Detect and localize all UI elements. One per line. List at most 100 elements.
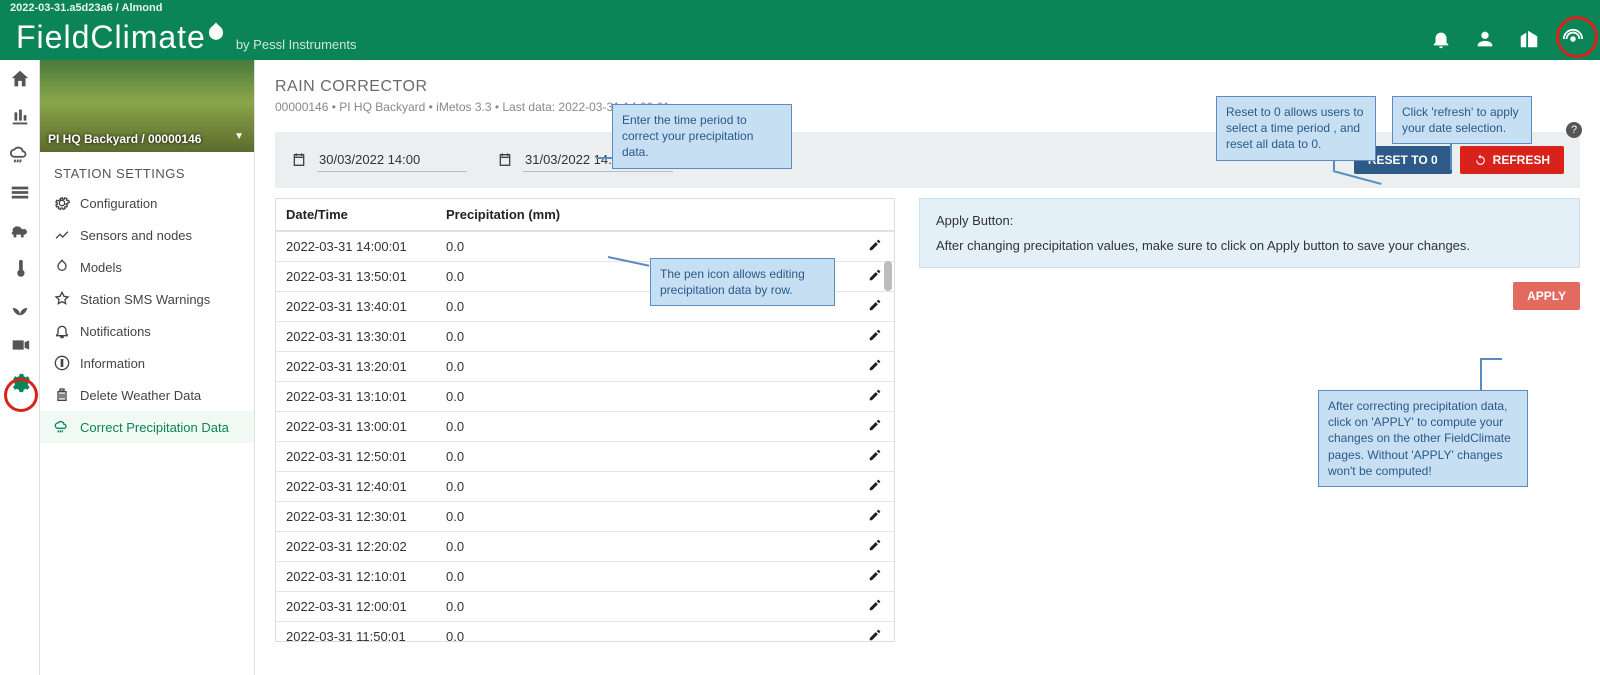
cell-datetime: 2022-03-31 12:20:02	[276, 532, 436, 562]
cell-datetime: 2022-03-31 13:00:01	[276, 412, 436, 442]
scrollbar-thumb[interactable]	[884, 261, 892, 291]
callout-dateperiod: Enter the time period to correct your pr…	[612, 104, 792, 169]
refresh-icon	[1474, 154, 1487, 167]
cell-datetime: 2022-03-31 13:40:01	[276, 292, 436, 322]
menu-item-sensors-and-nodes[interactable]: Sensors and nodes	[40, 219, 254, 251]
edit-icon[interactable]	[868, 328, 882, 342]
toolbar: RESET TO 0 REFRESH ?	[275, 132, 1580, 188]
table-row: 2022-03-31 13:00:010.0	[276, 412, 894, 442]
callout-refresh: Click 'refresh' to apply your date selec…	[1392, 96, 1532, 144]
topbar: 2022-03-31.a5d23a6 / Almond FieldClimate…	[0, 0, 1600, 60]
cell-precip: 0.0	[436, 472, 858, 502]
user-icon[interactable]	[1474, 28, 1496, 50]
table-row: 2022-03-31 13:30:010.0	[276, 322, 894, 352]
edit-icon[interactable]	[868, 388, 882, 402]
menu-icon	[54, 195, 70, 211]
cell-precip: 0.0	[436, 442, 858, 472]
menu-label: Delete Weather Data	[80, 388, 201, 403]
building-icon[interactable]	[1518, 28, 1540, 50]
menu-item-configuration[interactable]: Configuration	[40, 187, 254, 219]
edit-icon[interactable]	[868, 238, 882, 252]
page-title: RAIN CORRECTOR	[275, 78, 1580, 96]
thermometer-icon[interactable]	[9, 258, 31, 280]
edit-icon[interactable]	[868, 568, 882, 582]
callout-apply: After correcting precipitation data, cli…	[1318, 390, 1528, 487]
menu-icon	[54, 227, 70, 243]
menu-icon	[54, 419, 70, 435]
edit-icon[interactable]	[868, 598, 882, 612]
date-from-field	[291, 148, 467, 172]
cell-precip: 0.0	[436, 562, 858, 592]
cell-datetime: 2022-03-31 12:30:01	[276, 502, 436, 532]
date-from-input[interactable]	[317, 148, 467, 172]
calendar-icon	[291, 152, 307, 168]
camera-icon[interactable]	[9, 334, 31, 356]
table-header-row: Date/Time Precipitation (mm)	[276, 199, 894, 231]
menu-item-correct-precipitation-data[interactable]: Correct Precipitation Data	[40, 411, 254, 443]
menu-item-notifications[interactable]: Notifications	[40, 315, 254, 347]
cell-precip: 0.0	[436, 622, 858, 642]
edit-icon[interactable]	[868, 298, 882, 312]
edit-icon[interactable]	[868, 358, 882, 372]
edit-icon[interactable]	[868, 448, 882, 462]
cell-precip: 0.0	[436, 502, 858, 532]
apply-button[interactable]: APPLY	[1513, 282, 1580, 310]
callout-pen: The pen icon allows editing precipitatio…	[650, 258, 835, 306]
leaf-icon	[202, 19, 230, 56]
table-row: 2022-03-31 14:00:010.0	[276, 232, 894, 262]
cell-precip: 0.0	[436, 532, 858, 562]
edit-icon[interactable]	[868, 268, 882, 282]
menu-item-station-sms-warnings[interactable]: Station SMS Warnings	[40, 283, 254, 315]
table-row: 2022-03-31 12:20:020.0	[276, 532, 894, 562]
plant-icon[interactable]	[9, 296, 31, 318]
edit-icon[interactable]	[868, 628, 882, 641]
chart-icon[interactable]	[9, 106, 31, 128]
info-body: After changing precipitation values, mak…	[936, 238, 1563, 253]
info-title: Apply Button:	[936, 213, 1563, 228]
table-row: 2022-03-31 12:10:010.0	[276, 562, 894, 592]
cell-precip: 0.0	[436, 592, 858, 622]
devices-icon[interactable]	[9, 182, 31, 204]
gear-icon[interactable]	[9, 372, 31, 394]
broadcast-icon[interactable]	[1562, 28, 1584, 50]
menu-icon	[54, 291, 70, 307]
table-row: 2022-03-31 11:50:010.0	[276, 622, 894, 642]
menu-label: Sensors and nodes	[80, 228, 192, 243]
cell-datetime: 2022-03-31 14:00:01	[276, 232, 436, 262]
calendar-icon	[497, 152, 513, 168]
bell-icon[interactable]	[1430, 28, 1452, 50]
weather-icon[interactable]	[9, 144, 31, 166]
menu-label: Station SMS Warnings	[80, 292, 210, 307]
cell-datetime: 2022-03-31 13:30:01	[276, 322, 436, 352]
menu-icon	[54, 355, 70, 371]
version-label: 2022-03-31.a5d23a6 / Almond	[10, 2, 162, 14]
menu-icon	[54, 387, 70, 403]
table-row: 2022-03-31 12:40:010.0	[276, 472, 894, 502]
menu-item-information[interactable]: Information	[40, 347, 254, 379]
col-precip: Precipitation (mm)	[436, 199, 858, 231]
menu-item-delete-weather-data[interactable]: Delete Weather Data	[40, 379, 254, 411]
cell-datetime: 2022-03-31 12:50:01	[276, 442, 436, 472]
panel-title: STATION SETTINGS	[40, 152, 254, 187]
menu-label: Notifications	[80, 324, 151, 339]
edit-icon[interactable]	[868, 418, 882, 432]
cell-datetime: 2022-03-31 13:50:01	[276, 262, 436, 292]
cell-precip: 0.0	[436, 322, 858, 352]
help-icon[interactable]: ?	[1566, 122, 1582, 138]
station-image[interactable]: PI HQ Backyard / 00000146 ▼	[40, 60, 254, 152]
left-rail	[0, 60, 40, 675]
livestock-icon[interactable]	[9, 220, 31, 242]
menu-label: Configuration	[80, 196, 157, 211]
station-panel: PI HQ Backyard / 00000146 ▼ STATION SETT…	[40, 60, 255, 675]
cell-datetime: 2022-03-31 13:20:01	[276, 352, 436, 382]
edit-icon[interactable]	[868, 478, 882, 492]
menu-label: Information	[80, 356, 145, 371]
callout-reset: Reset to 0 allows users to select a time…	[1216, 96, 1376, 161]
table-row: 2022-03-31 13:20:010.0	[276, 352, 894, 382]
chevron-down-icon: ▼	[234, 131, 244, 142]
menu-item-models[interactable]: Models	[40, 251, 254, 283]
edit-icon[interactable]	[868, 508, 882, 522]
edit-icon[interactable]	[868, 538, 882, 552]
refresh-button[interactable]: REFRESH	[1460, 146, 1564, 174]
home-icon[interactable]	[9, 68, 31, 90]
